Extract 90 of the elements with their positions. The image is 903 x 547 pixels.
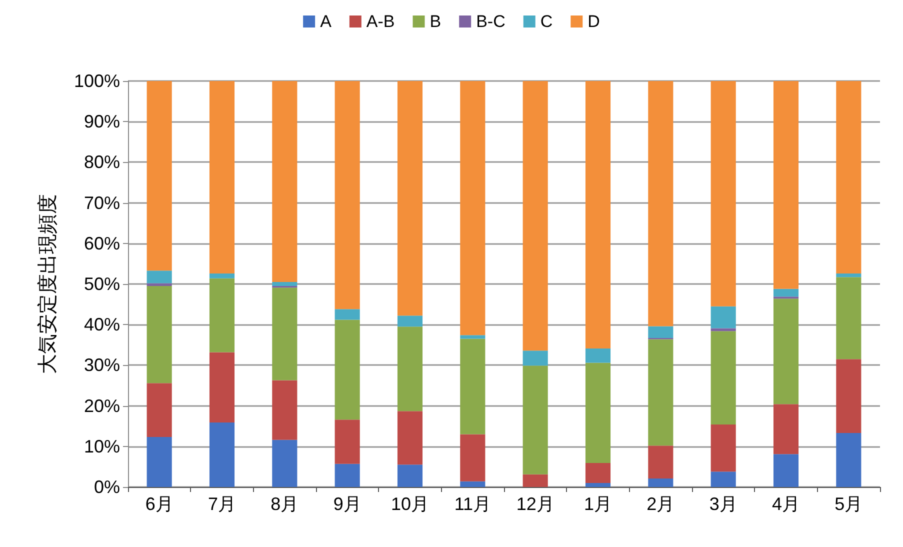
legend-label: D bbox=[588, 12, 600, 31]
bar bbox=[836, 359, 862, 433]
bar bbox=[773, 298, 799, 404]
x-tick-label: 6月 bbox=[145, 494, 174, 514]
bar bbox=[272, 288, 298, 380]
bar bbox=[836, 273, 862, 278]
bar bbox=[397, 326, 423, 412]
bar bbox=[836, 277, 862, 360]
bar bbox=[585, 348, 611, 363]
x-tick-label: 8月 bbox=[270, 494, 299, 514]
bar bbox=[146, 81, 172, 271]
legend-label: A-B bbox=[366, 12, 395, 31]
y-tick-label: 70% bbox=[84, 192, 120, 213]
bar bbox=[146, 286, 172, 384]
bar bbox=[585, 482, 611, 487]
x-tick-label: 9月 bbox=[333, 494, 362, 514]
bar bbox=[710, 81, 736, 306]
y-tick-label: 50% bbox=[84, 274, 120, 294]
bar bbox=[334, 309, 360, 320]
bar bbox=[522, 474, 548, 487]
bar bbox=[460, 481, 486, 487]
bar bbox=[522, 81, 548, 351]
bar bbox=[585, 81, 611, 349]
bar bbox=[334, 320, 360, 420]
y-axis-title: 大気安定度出現頻度 bbox=[37, 194, 59, 374]
bar bbox=[836, 433, 862, 487]
bar bbox=[460, 338, 486, 434]
y-tick-label: 100% bbox=[74, 71, 120, 91]
x-tick-label: 4月 bbox=[772, 494, 800, 514]
x-tick-label: 2月 bbox=[646, 494, 675, 514]
bar bbox=[397, 81, 423, 316]
x-tick-label: 10月 bbox=[390, 494, 430, 514]
x-tick-label: 5月 bbox=[834, 494, 863, 514]
y-tick-label: 30% bbox=[84, 355, 120, 376]
bar bbox=[773, 288, 799, 297]
bar bbox=[648, 446, 674, 478]
bar bbox=[146, 270, 172, 284]
bar bbox=[648, 326, 674, 338]
bar bbox=[710, 306, 736, 328]
bar bbox=[209, 352, 235, 422]
bar bbox=[648, 81, 674, 326]
y-tick-label: 80% bbox=[84, 152, 120, 172]
y-tick-label: 90% bbox=[84, 112, 120, 132]
bar bbox=[397, 411, 423, 465]
bar bbox=[209, 278, 235, 352]
y-tick-label: 10% bbox=[84, 436, 120, 456]
bar bbox=[710, 424, 736, 472]
bar bbox=[522, 366, 548, 474]
bar bbox=[146, 437, 172, 487]
bar bbox=[146, 283, 172, 286]
bar bbox=[209, 273, 235, 278]
bar bbox=[272, 81, 298, 282]
y-tick-label: 60% bbox=[84, 233, 120, 254]
bar bbox=[836, 81, 862, 274]
bar bbox=[209, 81, 235, 274]
bar bbox=[710, 331, 736, 424]
y-tick-label: 0% bbox=[94, 477, 120, 497]
legend-label: B bbox=[430, 12, 442, 31]
bar bbox=[585, 463, 611, 483]
y-tick-label: 20% bbox=[84, 396, 120, 416]
x-tick-label: 11月 bbox=[454, 494, 492, 514]
x-tick-label: 3月 bbox=[709, 494, 738, 514]
legend-label: C bbox=[540, 12, 553, 31]
bar bbox=[334, 464, 360, 487]
bar bbox=[397, 464, 423, 487]
bar bbox=[585, 362, 611, 464]
bar bbox=[460, 434, 486, 482]
bar bbox=[146, 383, 172, 438]
bar bbox=[272, 282, 298, 286]
y-tick-label: 40% bbox=[84, 314, 120, 335]
bar bbox=[773, 454, 799, 487]
bar bbox=[272, 380, 298, 440]
bar bbox=[209, 422, 235, 487]
bar bbox=[522, 350, 548, 366]
x-tick-label: 7月 bbox=[208, 494, 236, 514]
legend-label: A bbox=[320, 12, 332, 31]
bar bbox=[648, 339, 674, 446]
bar bbox=[773, 81, 799, 289]
bar bbox=[334, 420, 360, 464]
x-tick-label: 1月 bbox=[584, 494, 612, 514]
bar bbox=[334, 81, 360, 310]
bar bbox=[648, 478, 674, 487]
bar bbox=[460, 335, 486, 339]
bar bbox=[773, 404, 799, 454]
legend-label: B-C bbox=[476, 12, 506, 31]
bar bbox=[397, 316, 423, 327]
bar bbox=[460, 81, 486, 336]
x-tick-label: 12月 bbox=[516, 494, 554, 514]
bar bbox=[710, 472, 736, 487]
bar bbox=[272, 440, 298, 487]
